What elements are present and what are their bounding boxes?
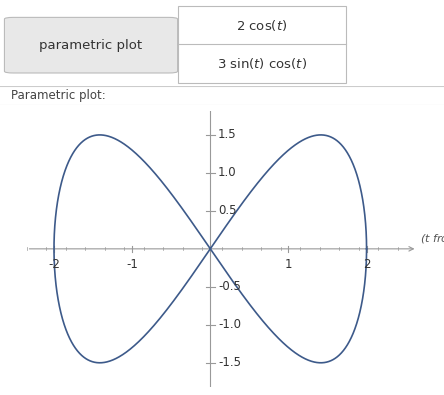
Text: Parametric plot:: Parametric plot: xyxy=(11,89,106,102)
Text: -1.0: -1.0 xyxy=(218,318,241,331)
Text: 2 cos($t$): 2 cos($t$) xyxy=(236,18,288,33)
Text: 1.0: 1.0 xyxy=(218,166,237,179)
Text: ($t$ from 0 to 2π): ($t$ from 0 to 2π) xyxy=(420,232,444,245)
Text: 1.5: 1.5 xyxy=(218,128,237,141)
Text: 1: 1 xyxy=(285,258,292,271)
Text: parametric plot: parametric plot xyxy=(40,39,143,52)
Text: -2: -2 xyxy=(48,258,60,271)
FancyBboxPatch shape xyxy=(178,6,346,83)
FancyBboxPatch shape xyxy=(4,17,178,73)
Text: 3 sin($t$) cos($t$): 3 sin($t$) cos($t$) xyxy=(217,56,307,71)
Text: -0.5: -0.5 xyxy=(218,280,241,293)
Text: 0.5: 0.5 xyxy=(218,204,237,217)
Text: 2: 2 xyxy=(363,258,370,271)
Text: -1: -1 xyxy=(126,258,138,271)
Text: -1.5: -1.5 xyxy=(218,356,241,369)
